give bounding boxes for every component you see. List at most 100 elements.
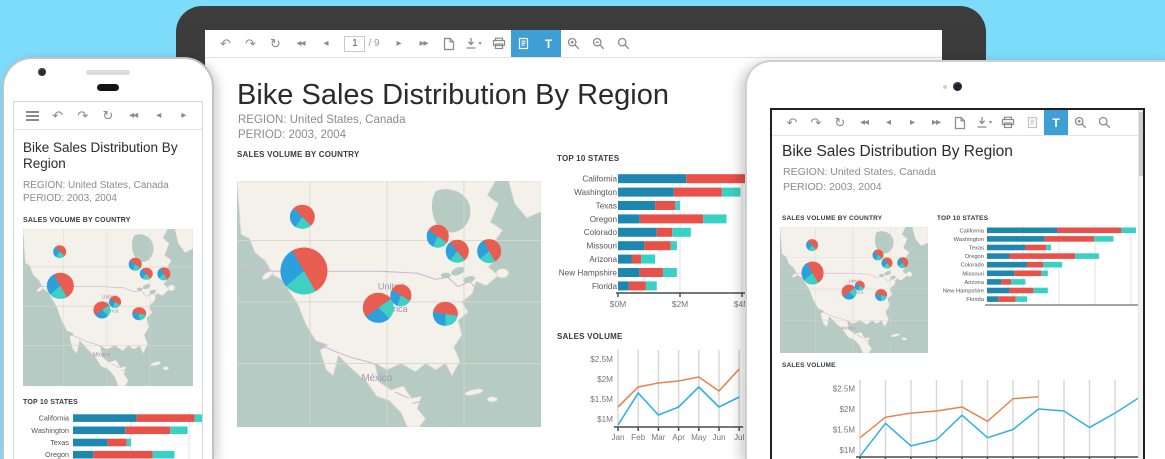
last-page-button[interactable]: ▸▸ [411,30,436,57]
refresh-button[interactable]: ↻ [263,30,288,57]
export-download-button[interactable]: ▾ [461,30,486,57]
svg-text:Washington: Washington [574,188,617,197]
highlight-fields-icon [1027,116,1038,129]
next-page-icon: ▸ [910,118,914,128]
redo-arrow-button[interactable]: ↷ [804,110,828,135]
svg-text:$2M: $2M [597,375,613,384]
svg-text:Washington: Washington [954,237,984,243]
export-download-icon [465,37,477,50]
svg-text:México: México [362,373,392,384]
print-icon [1001,116,1015,129]
highlight-fields-button[interactable] [511,30,536,57]
next-page-icon: ▸ [181,111,185,121]
first-page-icon: ◂◂ [860,118,868,128]
svg-text:Mar: Mar [651,433,665,442]
section-heading-line: SALES VOLUME [557,332,623,341]
report-region-line: REGION: United States, Canada [238,114,405,126]
text-search-button[interactable]: T [1044,110,1068,135]
svg-text:Missouri: Missouri [587,242,618,251]
first-page-button[interactable]: ◂◂ [121,102,145,129]
map-pie-marker [280,247,327,294]
section-heading-map: SALES VOLUME BY COUNTRY [23,217,193,224]
single-page-view-button[interactable] [948,110,972,135]
zoom-button[interactable] [1092,110,1116,135]
section-heading-map: SALES VOLUME BY COUNTRY [782,215,882,222]
page-number-input[interactable] [344,36,365,52]
svg-text:Jul: Jul [734,433,745,442]
map-pie-marker [129,258,142,271]
top10states-bar-chart: CaliforniaWashingtonTexasOregonColoradoM… [23,410,203,459]
zoom-out-button[interactable] [586,30,611,57]
export-download-button[interactable]: ▾ [972,110,996,135]
svg-text:Oregon: Oregon [590,215,618,224]
report-region-line: REGION: United States, Canada [23,180,193,191]
tablet-viewer-screen: ↶↷↻◂◂◂▸▸▸▾T Bike Sales Distribution By R… [770,108,1145,459]
menu-button[interactable] [21,102,45,129]
single-page-view-button[interactable] [436,30,461,57]
undo-arrow-button[interactable]: ↶ [46,102,70,129]
section-heading-bars: TOP 10 STATES [23,399,193,406]
refresh-button[interactable]: ↻ [828,110,852,135]
last-page-button[interactable]: ▸▸ [924,110,948,135]
stage: ↶↷↻◂◂◂/ 9▸▸▸▾T Bike Sales Distribution B… [0,0,1165,459]
page-title: Bike Sales Distribution By Region [782,143,1013,161]
zoom-button[interactable] [611,30,636,57]
text-search-icon: T [545,38,552,50]
svg-text:$1M: $1M [597,415,613,424]
svg-text:Feb: Feb [631,433,646,442]
print-button[interactable] [486,30,511,57]
highlight-fields-button[interactable] [1020,110,1044,135]
svg-text:$2.5M: $2.5M [590,355,613,364]
map-pie-marker [872,250,883,261]
zoom-in-button[interactable] [1068,110,1092,135]
next-page-button[interactable]: ▸ [900,110,924,135]
first-page-button[interactable]: ◂◂ [288,30,313,57]
undo-arrow-icon: ↶ [52,109,63,122]
redo-arrow-button[interactable]: ↷ [238,30,263,57]
section-heading-bars: TOP 10 STATES [557,154,619,163]
chevron-down-icon: ▾ [989,119,992,126]
next-page-icon: ▸ [396,39,400,49]
redo-arrow-icon: ↷ [77,109,88,122]
scrollbar[interactable] [1138,110,1143,459]
prev-page-button[interactable]: ◂ [146,102,170,129]
tablet-toolbar: ↶↷↻◂◂◂▸▸▸▾T [772,110,1143,136]
section-heading-bars: TOP 10 STATES [937,215,988,222]
phone-speaker [86,70,130,75]
next-page-button[interactable]: ▸ [171,102,195,129]
svg-text:$1.5M: $1.5M [590,395,613,404]
svg-text:Florida: Florida [966,297,984,303]
undo-arrow-icon: ↶ [787,116,798,129]
svg-text:New Hampshire: New Hampshire [943,289,984,295]
map-pie-marker [94,301,111,318]
text-search-button[interactable]: T [536,30,561,57]
refresh-icon: ↻ [835,116,846,129]
svg-text:California: California [39,413,69,422]
print-button[interactable] [996,110,1020,135]
zoom-in-icon [1074,116,1087,129]
refresh-icon: ↻ [270,37,281,50]
section-heading-line: SALES VOLUME [782,362,836,369]
undo-arrow-button[interactable]: ↶ [780,110,804,135]
sales-by-country-map: UnitedStates ofAmericaMéxico [237,181,541,427]
map-pie-marker [133,307,147,321]
zoom-icon [617,37,630,50]
redo-arrow-button[interactable]: ↷ [71,102,95,129]
refresh-button[interactable]: ↻ [96,102,120,129]
zoom-in-button[interactable] [561,30,586,57]
export-download-icon [976,116,988,129]
single-page-view-icon [443,37,455,51]
zoom-out-icon [592,37,605,50]
sales-volume-line-chart: $2.5M$2M$1.5M$1M [812,376,1143,459]
svg-text:Oregon: Oregon [45,450,69,459]
next-page-button[interactable]: ▸ [386,30,411,57]
prev-page-button[interactable]: ◂ [876,110,900,135]
first-page-button[interactable]: ◂◂ [852,110,876,135]
map-pie-marker [875,289,887,301]
scrollbar-thumb[interactable] [1139,112,1143,176]
svg-text:May: May [691,433,707,442]
svg-text:$1M: $1M [839,446,855,455]
svg-text:$2M: $2M [839,405,855,414]
prev-page-button[interactable]: ◂ [313,30,338,57]
undo-arrow-button[interactable]: ↶ [213,30,238,57]
